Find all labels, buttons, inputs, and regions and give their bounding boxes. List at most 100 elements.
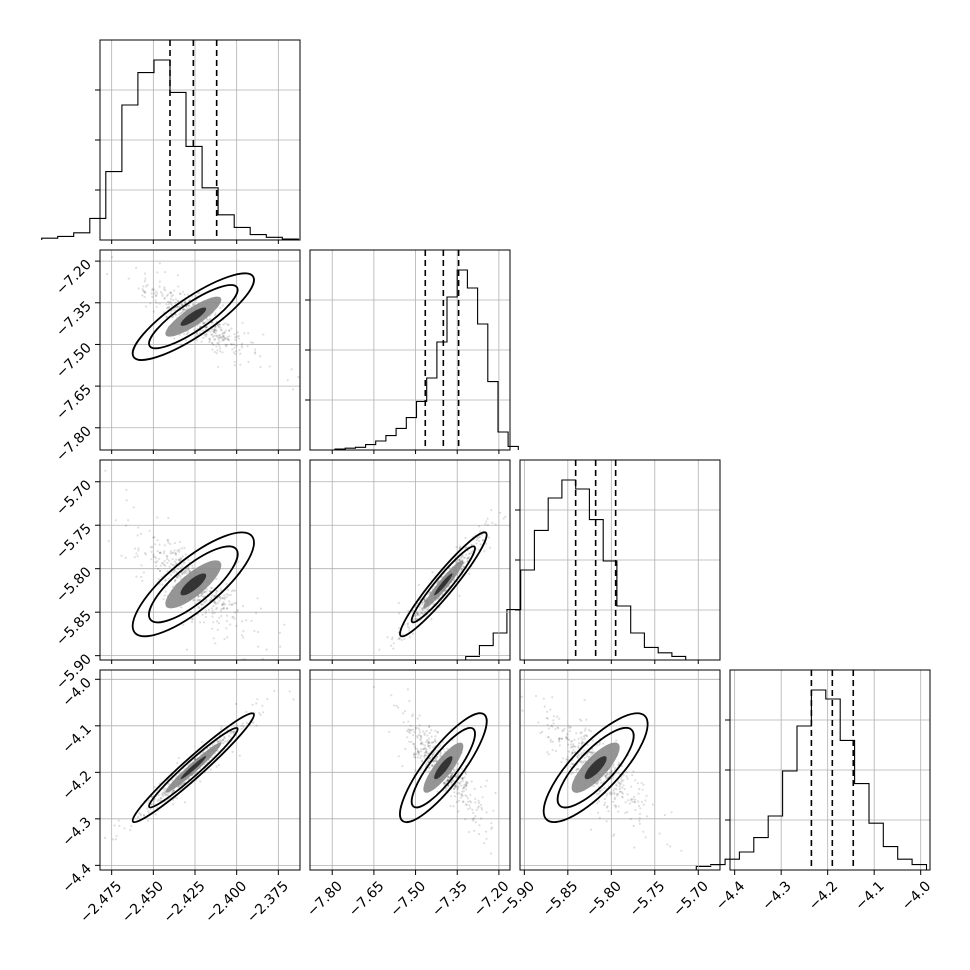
panel-3-2-point xyxy=(552,722,555,725)
panel-3-0-point xyxy=(227,734,231,738)
panel-2-0-point xyxy=(204,615,208,619)
panel-3-1-point xyxy=(474,801,477,804)
panel-3-1-point xyxy=(514,829,516,831)
panel-2-0-point xyxy=(190,620,194,623)
panel-2-0-point xyxy=(124,556,127,559)
panel-2-1-point xyxy=(420,611,423,614)
panel-3-1-point xyxy=(414,726,417,729)
panel-1-0-point xyxy=(168,306,171,309)
panel-3-2-point xyxy=(577,737,580,740)
panel-3-2-point xyxy=(580,742,583,745)
panel-2-0-point xyxy=(209,598,212,602)
panel-1-0-point xyxy=(177,299,180,303)
panel-3-1-point xyxy=(432,746,435,749)
panel-1-0-point xyxy=(184,300,187,303)
panel-3-1-point xyxy=(444,780,447,783)
panel-1-0-point xyxy=(196,333,199,336)
panel-2-1-point xyxy=(463,556,466,559)
panel-3-2-point xyxy=(577,756,580,759)
panel-3-0-point xyxy=(50,906,52,908)
panel-2-0-point xyxy=(225,627,228,630)
panel-2-0-point xyxy=(162,598,165,601)
panel-3-1-point xyxy=(428,744,432,747)
panel-3-0-point xyxy=(143,814,146,817)
panel-1-0-point xyxy=(205,325,208,328)
panel-1-0-contour-3 xyxy=(180,307,207,326)
panel-1-0-point xyxy=(219,347,222,350)
panel-3-2-point xyxy=(558,744,561,747)
panel-1-0-point xyxy=(215,335,218,338)
panel-3-1-point xyxy=(372,685,376,688)
panel-2-1-point xyxy=(467,557,470,560)
panel-3-1-point xyxy=(420,754,423,757)
panel-3-0-point xyxy=(240,727,243,730)
panel-2-1-point xyxy=(487,536,490,539)
panel-1-0-point xyxy=(218,323,221,326)
panel-3-1-point xyxy=(397,706,400,709)
panel-3-0-point xyxy=(114,838,117,841)
panel-3-0-point xyxy=(266,698,269,701)
panel-3-2-point xyxy=(567,750,571,753)
panel-3-1-point xyxy=(422,730,425,733)
panel-3-2-point xyxy=(584,734,587,737)
panel-2-1-point xyxy=(452,579,455,582)
panel-2-0-point xyxy=(241,620,244,623)
panel-2-1-point xyxy=(424,610,427,613)
panel-3-2-point xyxy=(558,737,561,740)
panel-2-1-point xyxy=(392,647,395,650)
panel-3-2-point xyxy=(599,779,602,782)
panel-1-0-point xyxy=(171,309,174,312)
panel-2-1-point xyxy=(370,682,372,684)
panel-2-1-point xyxy=(463,561,466,564)
panel-3-0-point xyxy=(160,793,163,796)
panel-2-1-point xyxy=(413,617,416,620)
panel-2-0-point xyxy=(226,607,229,610)
panel-1-0-point xyxy=(158,302,161,305)
panel-2-1-point xyxy=(478,535,481,539)
panel-3-2-point xyxy=(580,761,583,764)
panel-2-0-point xyxy=(177,558,180,561)
panel-3-1-point xyxy=(426,738,429,742)
panel-3-2-point xyxy=(666,843,669,846)
panel-1-0-point xyxy=(195,339,199,342)
panel-2-0-point xyxy=(179,577,182,580)
panel-3-1-point xyxy=(455,768,458,771)
panel-3-1-point xyxy=(428,767,431,770)
hist-1-steps xyxy=(334,269,519,450)
panel-1-0-point xyxy=(235,344,238,347)
panel-2-0-point xyxy=(124,524,128,527)
panel-2-0-point xyxy=(172,564,176,567)
panel-3-1-point xyxy=(413,755,416,759)
panel-2-0-point xyxy=(159,551,162,554)
panel-1-0-point xyxy=(155,290,158,293)
panel-2-0-point xyxy=(197,595,200,598)
panel-2-0-point xyxy=(230,590,234,593)
panel-1-0-point xyxy=(201,329,204,332)
panel-3-2-point xyxy=(588,750,591,754)
hist-panel-1 xyxy=(305,249,519,451)
panel-2-0-point xyxy=(214,602,218,606)
panel-3-2-point xyxy=(617,793,620,796)
panel-2-1-point xyxy=(441,593,444,596)
panel-3-0-point xyxy=(139,813,142,816)
panel-1-0-point xyxy=(182,307,185,310)
hist-0-steps xyxy=(41,59,299,240)
panel-3-2-point xyxy=(589,753,593,756)
panel-3-0-point xyxy=(146,819,149,822)
panel-1-0-point xyxy=(214,325,217,329)
panel-2-0-point xyxy=(221,603,224,606)
panel-3-1-point xyxy=(448,777,452,780)
panel-3-2-point xyxy=(617,761,620,764)
panel-1-0-point xyxy=(214,332,217,335)
panel-1-0-point xyxy=(217,338,220,341)
xtick-label-1-3: −7.35 xyxy=(429,878,471,920)
panel-1-0-point xyxy=(217,336,220,339)
panel-3-0-point xyxy=(222,742,225,745)
panel-2-0-point xyxy=(245,619,248,622)
panel-2-0-point xyxy=(173,580,177,583)
panel-3-0-point xyxy=(251,703,254,706)
ytick-label-3-0: −4.4 xyxy=(59,861,94,896)
ytick-label-1-1: −7.65 xyxy=(53,382,95,424)
panel-2-0-point xyxy=(180,547,183,550)
panel-2-1-point xyxy=(482,539,485,542)
